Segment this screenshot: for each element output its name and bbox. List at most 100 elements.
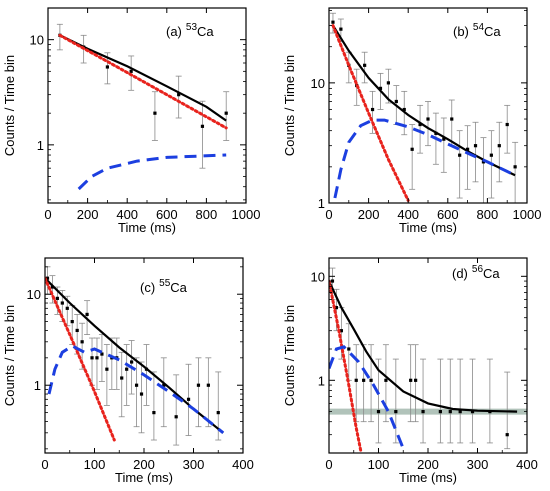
data-point [448, 410, 452, 414]
data-point [402, 107, 406, 112]
data-point [130, 360, 134, 364]
data-point [458, 410, 462, 414]
data-point [394, 99, 398, 104]
data-point [505, 433, 509, 437]
x-tick-label: 200 [358, 207, 380, 222]
data-point [347, 347, 351, 351]
mass-number: 54 [473, 22, 485, 33]
data-point [186, 397, 191, 401]
x-tick-label: 200 [133, 457, 155, 472]
data-point [394, 410, 398, 414]
data-point [378, 86, 383, 90]
y-tick-label: 10 [311, 76, 325, 91]
x-tick-label: 300 [183, 457, 205, 472]
x-tick-label: 0 [44, 207, 51, 222]
data-point [489, 153, 493, 157]
data-point [100, 352, 104, 356]
data-point [339, 27, 343, 31]
data-point [65, 306, 69, 310]
x-tick-label: 0 [325, 207, 332, 222]
plot-frame [328, 257, 528, 454]
data-point [466, 147, 470, 151]
data-point [418, 122, 422, 127]
data-point [414, 378, 418, 382]
data-point [162, 383, 166, 387]
y-tick-label: 1 [37, 138, 44, 153]
data-point [473, 144, 478, 148]
x-tick-label: 800 [196, 207, 218, 222]
x-axis-label: Time (ms) [399, 470, 457, 485]
panel-label: (b) [453, 24, 469, 39]
data-point [384, 378, 388, 382]
data-point [370, 107, 375, 112]
data-point [60, 301, 64, 305]
x-tick-label: 600 [156, 207, 178, 222]
panel-annotation: (b) 54Ca [453, 22, 501, 39]
data-point [200, 124, 205, 128]
data-point [206, 383, 210, 387]
data-point [458, 153, 462, 157]
data-point [409, 378, 413, 382]
y-axis-label: Counts / Time bin [2, 305, 17, 406]
x-tick-label: 400 [516, 457, 538, 472]
data-point [363, 63, 367, 67]
data-point [174, 415, 178, 419]
x-tick-label: 0 [41, 457, 48, 472]
x-tick-label: 100 [84, 457, 106, 472]
panel-label: (c) [140, 280, 155, 295]
data-point [105, 65, 109, 69]
fit-curves [329, 279, 518, 453]
x-axis-label: Time (ms) [115, 470, 173, 485]
data-point [426, 117, 430, 121]
red-dotted-fit-curve [329, 279, 363, 453]
data-point [421, 410, 425, 414]
black-solid-fit-curve [329, 280, 518, 413]
x-tick-label: 0 [325, 457, 332, 472]
data-point [125, 367, 129, 371]
blue-dashed-fit-curve [333, 118, 516, 199]
mass-number: 55 [159, 278, 171, 289]
data-point [75, 328, 79, 333]
data-point [153, 111, 157, 115]
data-point [362, 378, 366, 382]
data-point [330, 279, 335, 283]
data-point [470, 410, 475, 414]
x-axis-label: Time (ms) [399, 220, 457, 235]
data-point [331, 20, 335, 24]
data-point [70, 320, 74, 324]
data-point [139, 392, 144, 396]
element-symbol: Ca [483, 266, 500, 281]
data-point [410, 147, 414, 151]
blue-dashed-fit-curve [47, 344, 225, 434]
data-point [95, 356, 99, 360]
data-point [497, 144, 501, 148]
panel-b: 0 200 400 600 800 1000 1 10 Time (ms) Counts / Ti… [282, 7, 542, 235]
data-point [105, 367, 109, 371]
red-dotted-fit-curve [331, 24, 410, 202]
fit-curves [45, 276, 225, 442]
y-axis-label: Counts / Time bin [282, 305, 297, 406]
data-point [513, 165, 517, 169]
plot-frame [47, 7, 247, 204]
data-point [481, 160, 486, 164]
panel-annotation: (d) 56Ca [452, 264, 500, 281]
data-point [196, 383, 201, 387]
y-tick-label: 10 [311, 269, 325, 284]
data-point [442, 137, 446, 141]
x-tick-label: 1000 [513, 207, 542, 222]
element-symbol: Ca [484, 24, 501, 39]
fit-curves [58, 33, 228, 191]
y-axis-label: Counts / Time bin [2, 55, 17, 156]
black-solid-fit-curve [332, 25, 516, 177]
data-point [339, 329, 343, 333]
x-tick-label: 400 [232, 457, 254, 472]
y-tick-label: 1 [318, 373, 325, 388]
data-points [56, 23, 230, 169]
y-tick-label: 1 [34, 378, 41, 393]
y-tick-label: 1 [318, 196, 325, 211]
x-tick-label: 100 [368, 457, 390, 472]
x-tick-label: 1000 [232, 207, 261, 222]
data-point [334, 306, 339, 310]
data-point [80, 340, 84, 344]
